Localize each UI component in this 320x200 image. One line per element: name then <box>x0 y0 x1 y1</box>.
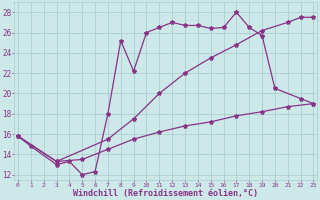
X-axis label: Windchill (Refroidissement éolien,°C): Windchill (Refroidissement éolien,°C) <box>73 189 258 198</box>
